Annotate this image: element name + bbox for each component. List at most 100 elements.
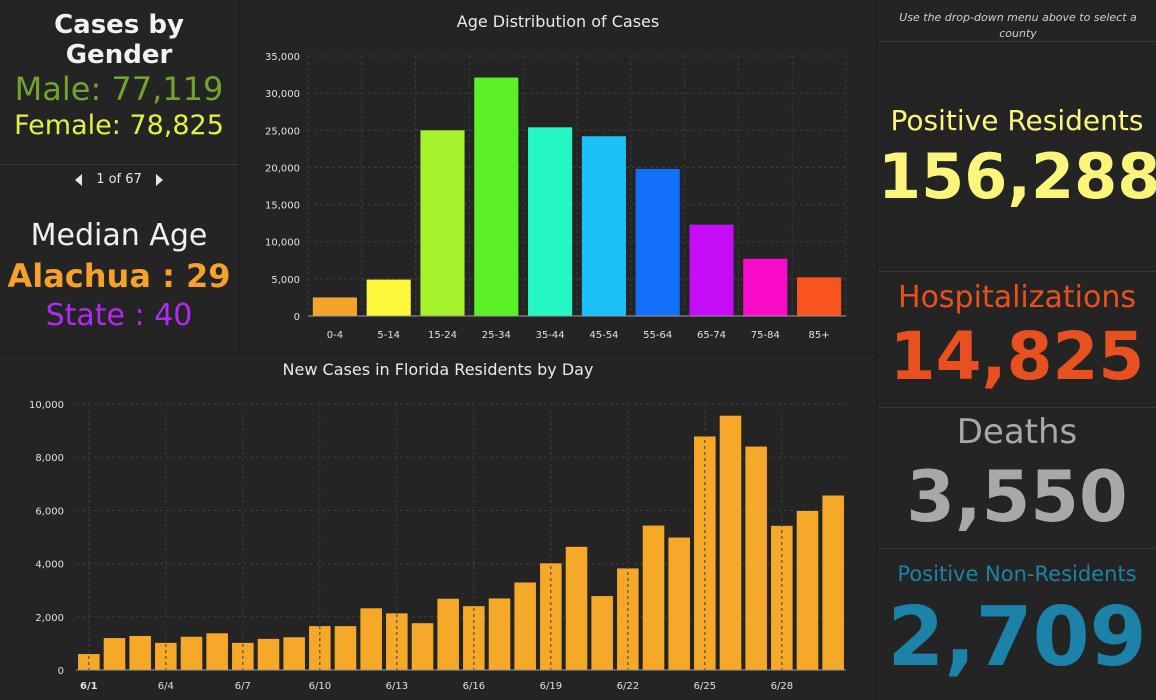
daily-bar-6/18 [514, 582, 536, 670]
median-age-title: Median Age [30, 218, 208, 253]
daily-x-tick-label: 6/4 [158, 681, 174, 692]
pager: 1 of 67 [0, 172, 238, 187]
daily-bar-6/24 [668, 537, 690, 670]
age-y-tick-label: 15,000 [265, 201, 300, 212]
daily-x-tick-label: 6/7 [235, 681, 251, 692]
daily-bar-6/25 [694, 436, 716, 670]
gender-panel: Cases by Gender Male: 77,119 Female: 78,… [0, 0, 238, 352]
daily-bar-6/30 [822, 495, 844, 670]
age-bar-5-14 [366, 279, 411, 316]
age-y-tick-label: 20,000 [265, 163, 300, 174]
deaths-label: Deaths [956, 412, 1078, 452]
gender-title: Cases by Gender [54, 10, 184, 70]
age-distribution-panel: Age Distribution of Cases 0 5,000 10,000 15… [240, 0, 876, 352]
daily-bar-6/10 [309, 626, 331, 670]
daily-bar-6/5 [180, 636, 203, 670]
daily-x-tick-label: 6/19 [540, 681, 562, 692]
age-x-tick-label: 15-24 [428, 330, 457, 341]
median-age-state: State : 40 [45, 298, 193, 333]
daily-bar-6/12 [360, 608, 382, 670]
daily-cases-panel: New Cases in Florida Residents by Day 0 2… [0, 354, 876, 700]
daily-x-tick-label: 6/1 [80, 681, 98, 692]
age-y-tick-label: 10,000 [265, 238, 300, 249]
age-bar-25-34 [474, 77, 519, 317]
daily-x-tick-label: 6/25 [694, 681, 716, 692]
deaths-value: 3,550 [906, 456, 1128, 538]
daily-bar-6/2 [103, 638, 126, 670]
daily-bar-6/17 [488, 598, 511, 670]
age-bar-55-64 [635, 168, 680, 316]
age-x-tick-label: 35-44 [536, 330, 565, 341]
hospitalizations-value: 14,825 [889, 318, 1145, 395]
female-count: Female: 78,825 [14, 110, 224, 141]
stats-divider-1 [878, 41, 1156, 42]
previous-arrow-icon[interactable] [75, 173, 83, 186]
positive-non-residents-value: 2,709 [887, 590, 1147, 685]
male-count: Male: 77,119 [14, 70, 224, 108]
county-select-hint: Use the drop-down menu above to select a… [899, 11, 1137, 40]
daily-bar-6/11 [334, 626, 357, 670]
daily-bar-6/6 [206, 633, 228, 670]
next-arrow-icon[interactable] [155, 173, 163, 186]
age-distribution-chart: 0 5,000 10,000 15,000 20,000 25,000 30,000 35,0… [265, 52, 847, 341]
positive-non-residents-label: Positive Non-Residents [897, 562, 1137, 586]
daily-y-tick-label: 0 [58, 666, 64, 677]
stats-divider-3 [878, 407, 1156, 408]
gender-divider [0, 164, 238, 165]
age-bar-85+ [797, 277, 842, 316]
age-x-tick-label: 5-14 [377, 330, 400, 341]
age-bar-45-54 [581, 136, 626, 316]
daily-y-tick-label: 2,000 [35, 613, 64, 624]
daily-bar-6/14 [411, 623, 434, 670]
age-x-tick-label: 0-4 [327, 330, 343, 341]
daily-y-tick-label: 8,000 [35, 453, 64, 464]
stats-panel: Use the drop-down menu above to select a… [878, 0, 1156, 700]
age-bar-65-74 [689, 224, 734, 316]
daily-bar-6/27 [745, 446, 767, 670]
age-bar-75-84 [743, 258, 788, 316]
positive-residents-value: 156,288 [878, 140, 1156, 213]
age-bar-0-4 [312, 297, 357, 316]
age-y-tick-label: 5,000 [271, 275, 300, 286]
age-bar-15-24 [420, 130, 465, 316]
median-age-county: Alachua : 29 [7, 257, 231, 295]
daily-bar-6/13 [386, 613, 408, 670]
age-x-tick-label: 65-74 [697, 330, 726, 341]
daily-bar-6/8 [257, 638, 280, 670]
daily-cases-chart: 0 2,000 4,000 6,000 8,000 10,000 6/1 6/4 6/7 6/10… [29, 400, 846, 692]
age-y-tick-label: 35,000 [265, 52, 300, 63]
stats-divider-4 [878, 548, 1156, 549]
daily-bar-6/22 [617, 568, 639, 670]
age-x-tick-label: 55-64 [643, 330, 672, 341]
daily-bar-6/21 [591, 596, 613, 670]
daily-x-tick-label: 6/28 [771, 681, 793, 692]
daily-bar-6/26 [719, 415, 742, 670]
daily-bar-6/29 [796, 510, 819, 670]
hospitalizations-label: Hospitalizations [898, 280, 1136, 315]
age-x-tick-label: 75-84 [751, 330, 780, 341]
daily-x-tick-label: 6/22 [617, 681, 639, 692]
age-y-tick-label: 25,000 [265, 126, 300, 137]
pager-text: 1 of 67 [96, 172, 142, 187]
age-y-tick-label: 0 [294, 312, 300, 323]
daily-y-tick-label: 10,000 [29, 400, 64, 411]
age-y-tick-label: 30,000 [265, 89, 300, 100]
age-chart-title: Age Distribution of Cases [456, 12, 660, 31]
daily-bar-6/20 [565, 546, 588, 670]
positive-residents-label: Positive Residents [890, 104, 1144, 137]
daily-bar-6/3 [129, 635, 151, 670]
daily-bar-6/9 [283, 637, 305, 670]
daily-y-tick-label: 4,000 [35, 560, 64, 571]
daily-chart-title: New Cases in Florida Residents by Day [282, 360, 594, 379]
age-bar-35-44 [528, 127, 573, 316]
daily-y-tick-label: 6,000 [35, 506, 64, 517]
daily-x-tick-label: 6/10 [309, 681, 331, 692]
daily-x-tick-label: 6/16 [463, 681, 485, 692]
daily-x-tick-label: 6/13 [386, 681, 408, 692]
daily-bar-6/23 [642, 525, 665, 670]
daily-bar-6/15 [437, 598, 459, 670]
age-x-tick-label: 45-54 [589, 330, 618, 341]
stats-divider-2 [878, 271, 1156, 272]
age-x-tick-label: 85+ [809, 330, 830, 341]
age-x-tick-label: 25-34 [482, 330, 511, 341]
